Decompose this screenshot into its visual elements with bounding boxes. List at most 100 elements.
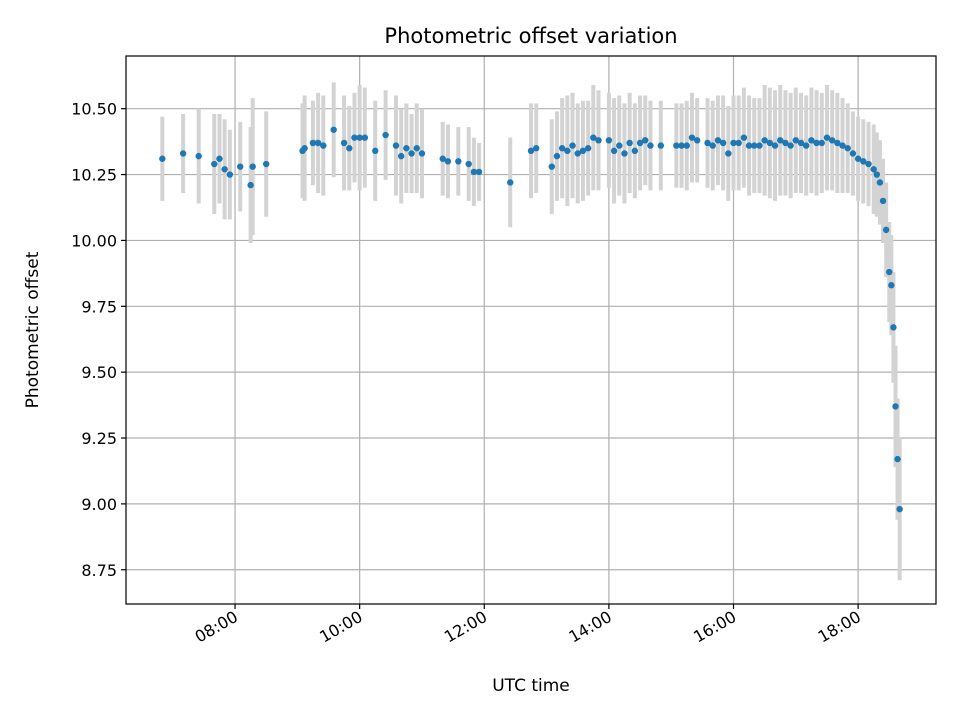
data-point	[873, 171, 881, 178]
data-point	[808, 137, 815, 144]
data-point	[657, 142, 665, 149]
data-point	[771, 142, 779, 149]
data-point	[735, 139, 742, 147]
data-point	[574, 150, 581, 157]
data-point	[894, 455, 901, 463]
data-point	[631, 147, 639, 155]
data-point	[372, 147, 379, 155]
error-bars	[160, 82, 902, 581]
data-point	[745, 142, 753, 149]
data-point	[340, 139, 348, 147]
data-point	[642, 137, 649, 144]
data-point	[418, 150, 426, 157]
x-tick-label: 10:00	[316, 607, 365, 647]
data-point	[678, 142, 685, 149]
y-tick-label: 10.50	[71, 100, 117, 119]
data-point	[879, 197, 887, 205]
y-tick-label: 8.75	[81, 561, 117, 580]
y-axis-title: Photometric offset	[23, 251, 43, 408]
data-point	[605, 137, 613, 144]
data-point	[249, 163, 256, 170]
data-point	[247, 181, 254, 189]
data-point	[262, 160, 270, 168]
data-point	[226, 171, 234, 178]
data-point	[330, 126, 337, 133]
data-point	[403, 145, 410, 152]
data-point	[626, 139, 633, 147]
data-point	[569, 142, 576, 149]
data-point	[693, 137, 701, 144]
data-point	[361, 134, 369, 141]
data-point	[797, 139, 805, 147]
data-point	[865, 160, 872, 168]
data-point	[579, 147, 587, 155]
data-point	[673, 142, 680, 149]
data-point	[828, 137, 836, 144]
data-point	[751, 142, 758, 149]
data-point	[595, 137, 602, 144]
x-tick-label: 08:00	[192, 607, 241, 647]
data-point	[647, 142, 654, 149]
data-point	[320, 142, 327, 149]
data-point	[507, 179, 514, 186]
data-point	[704, 139, 711, 147]
data-point	[301, 145, 308, 152]
data-point	[553, 152, 561, 160]
data-point	[740, 134, 748, 141]
data-point	[356, 134, 363, 141]
data-point	[616, 142, 623, 149]
data-points	[159, 126, 903, 513]
data-point	[397, 152, 405, 160]
data-point	[470, 168, 478, 176]
data-point	[709, 142, 716, 149]
x-tick-label: 16:00	[690, 607, 739, 647]
data-point	[761, 137, 768, 144]
data-point	[688, 134, 696, 141]
data-point	[221, 166, 228, 173]
data-point	[683, 142, 690, 149]
y-tick-label: 9.50	[81, 363, 117, 382]
data-point	[636, 139, 644, 147]
data-point	[876, 179, 884, 186]
data-point	[860, 158, 867, 165]
data-point	[237, 163, 244, 170]
data-point	[766, 139, 774, 147]
data-point	[558, 145, 566, 152]
data-point	[813, 139, 820, 147]
data-point	[818, 139, 825, 147]
data-point	[159, 155, 166, 162]
data-point	[346, 145, 353, 152]
data-point	[610, 147, 618, 155]
data-point	[392, 142, 400, 149]
y-tick-label: 10.00	[71, 231, 117, 250]
data-point	[590, 134, 597, 141]
data-point	[309, 139, 317, 147]
data-point	[621, 150, 628, 157]
data-point	[413, 145, 420, 152]
data-point	[854, 155, 862, 162]
data-point	[714, 137, 722, 144]
data-point	[408, 150, 415, 157]
x-tick-label: 18:00	[815, 607, 864, 647]
data-point	[382, 131, 389, 139]
data-point	[314, 139, 322, 147]
data-point	[584, 145, 592, 152]
data-point	[465, 160, 472, 168]
data-point	[211, 160, 218, 168]
data-point	[870, 166, 877, 173]
y-tick-label: 9.75	[81, 297, 117, 316]
y-tick-label: 9.25	[81, 429, 117, 448]
chart-title: Photometric offset variation	[384, 24, 677, 48]
data-point	[179, 150, 187, 157]
data-point	[802, 142, 810, 149]
data-point	[756, 142, 763, 149]
data-point	[719, 139, 727, 147]
data-point	[455, 158, 462, 165]
x-tick-label: 14:00	[565, 607, 614, 647]
data-point	[792, 137, 800, 144]
data-point	[896, 505, 903, 513]
x-tick-label: 12:00	[441, 607, 490, 647]
data-point	[882, 226, 890, 234]
data-point	[839, 142, 846, 149]
